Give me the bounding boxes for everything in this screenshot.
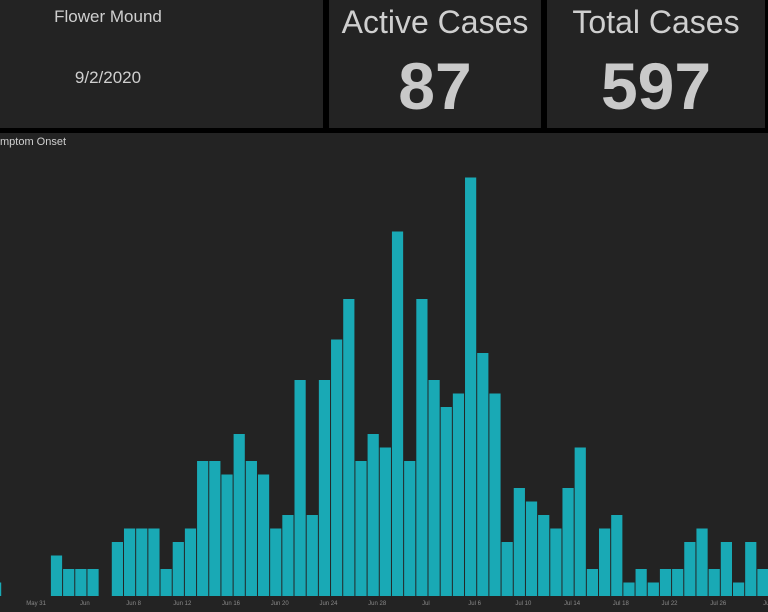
date: 9/2/2020 [74,68,142,87]
bar [123,528,136,596]
bar [391,231,404,596]
bar [574,447,586,596]
bar [355,461,367,596]
bar [257,474,270,596]
bar [599,528,611,596]
bar [184,528,197,596]
bar [50,555,63,596]
bar [525,501,538,596]
bar [465,177,477,596]
bar [757,569,768,596]
bar [513,488,525,596]
bar [672,569,684,596]
bar [452,393,465,596]
kpi-value: 87 [398,49,472,123]
bar [538,515,550,596]
x-tick-label: Jun 20 [271,601,290,607]
kpi-label: Active Cases [341,4,529,40]
x-tick-label: May 31 [26,601,46,607]
bar [416,299,428,596]
bar [343,299,355,596]
kpi-label: Total Cases [572,4,740,40]
x-tick-label: Jun 28 [368,601,387,607]
bar [270,528,282,596]
bar [647,582,659,596]
kpi-panel: Active Cases 87 [329,0,541,128]
bar [87,569,99,596]
bar [379,447,391,596]
bar [160,569,172,596]
bar [111,542,123,596]
chart: mptom Onset May 31 Jun Jun 8 Jun 12 Jun 16 Ju… [0,133,768,612]
bar [0,582,2,596]
bar [245,461,257,596]
bar [367,434,379,596]
x-tick-label: Jul 22 [661,601,678,607]
bar [696,528,708,596]
bar [732,582,745,596]
x-tick-label: Jul 18 [613,601,630,607]
bar [306,515,318,596]
bar [63,569,75,596]
kpi-value: 597 [600,49,712,123]
x-tick-label: Jul 14 [564,601,581,607]
x-tick-label: Jun 16 [222,601,241,607]
bar [489,393,501,596]
x-tick-label: Jun 24 [319,601,338,607]
location: Flower Mound [54,7,162,26]
x-tick-label: Jun 12 [173,601,192,607]
bar [659,569,672,596]
location-panel: Flower Mound 9/2/2020 [0,0,323,128]
bar [550,528,562,596]
bar [562,488,574,596]
bar [586,569,599,596]
bar [501,542,513,596]
bar [635,569,647,596]
bar [745,542,757,596]
bar [684,542,696,596]
bar [611,515,623,596]
x-tick-label: Jul [422,601,430,607]
x-tick-label: Jul 10 [515,601,532,607]
x-tick-label: Jul 26 [710,601,727,607]
bar [233,434,245,596]
x-tick-label: Jul [763,601,768,607]
x-tick-label: Jun [80,601,90,607]
bar [404,461,416,596]
bar [172,542,184,596]
chart-title: mptom Onset [0,136,66,148]
bar [708,569,720,596]
x-tick-label: Jul 6 [468,601,481,607]
bar [136,528,148,596]
bar [148,528,160,596]
bar [294,380,306,596]
kpi-panel: Total Cases 597 [547,0,765,128]
bar [428,380,440,596]
bar [209,461,221,596]
bar [623,582,635,596]
bar [197,461,209,596]
bar [221,474,233,596]
bar [75,569,87,596]
bar [331,339,343,596]
x-tick-label: Jun 8 [126,601,141,607]
bar [720,542,732,596]
bar [282,515,294,596]
bar [318,380,331,596]
bar [440,407,452,596]
bar [477,353,489,596]
